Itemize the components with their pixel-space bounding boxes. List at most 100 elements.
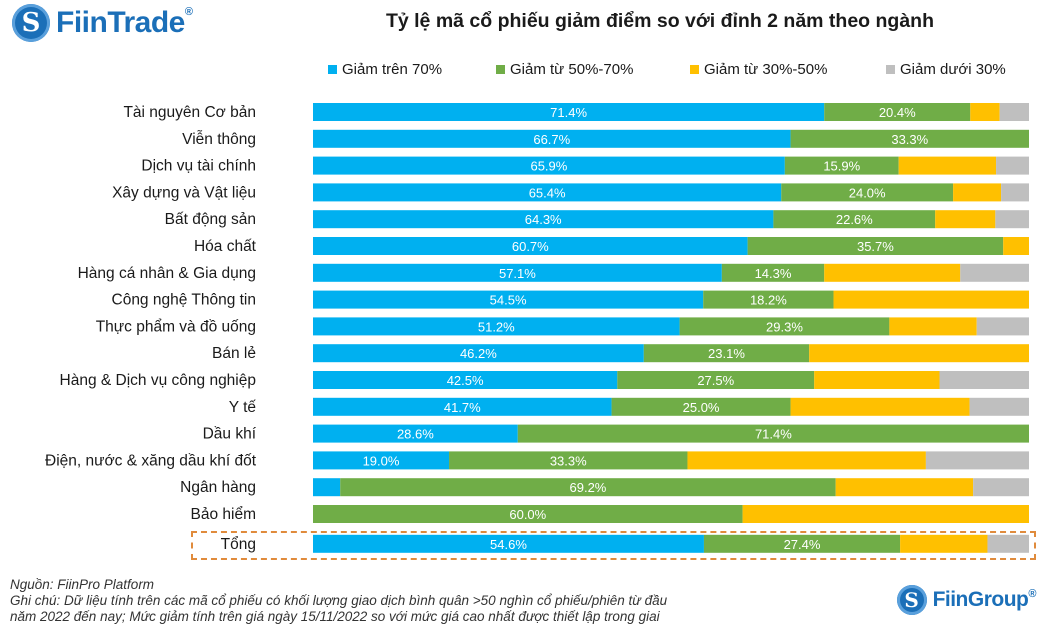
legend-swatch [690,65,699,74]
legend-swatch [328,65,337,74]
data-label: 27.5% [697,373,734,388]
data-label: 60.0% [509,507,546,522]
data-label: 65.9% [530,159,567,174]
data-label: 66.7% [533,132,570,147]
bar-segment [313,237,748,255]
data-label: 33.3% [550,453,587,468]
bar-segment [313,263,722,282]
bar-segment [995,210,1029,229]
bar-segment [970,103,1000,121]
category-label: Bán lẻ [212,345,256,362]
bar-segment [835,478,974,497]
legend-item-50-70: Giảm từ 50%-70% [496,61,633,78]
data-label: 22.6% [836,212,873,227]
chart-legend: Giảm trên 70% Giảm từ 50%-70% Giảm từ 30… [0,61,1050,81]
data-label: 42.5% [447,373,484,388]
fiintrade-logo-icon: S [12,4,50,42]
legend-label: Giảm từ 30%-50% [704,61,828,78]
category-label: Xây dựng và Vật liệu [112,184,256,201]
bar-segment [617,371,815,389]
bar-segment [742,505,1029,523]
category-label: Công nghệ Thông tin [112,292,257,309]
bar-segment [1001,183,1029,202]
legend-item-above-70: Giảm trên 70% [328,61,442,78]
methodology-note-line-2: năm 2022 đến nay; Mức giảm tính trên giá… [10,609,660,624]
fiintrade-logo: S FiinTrade® [12,4,193,42]
bar-segment [898,156,997,175]
legend-swatch [886,65,895,74]
bar-segment [517,424,1029,443]
category-label: Y tế [229,399,257,416]
data-label: 33.3% [891,132,928,147]
fiintrade-brand-text: FiinTrade® [56,6,193,39]
data-label: 54.5% [490,293,527,308]
bar-segment [313,478,341,497]
legend-label: Giảm dưới 30% [900,61,1006,78]
bar-segment [824,103,971,121]
data-label: 64.3% [525,212,562,227]
bar-segment [935,210,996,229]
bar-segment [824,263,961,282]
data-label: 60.7% [512,239,549,254]
category-label: Điện, nước & xăng dầu khí đốt [45,452,257,469]
data-label: 71.4% [550,105,587,120]
data-label: 14.3% [755,266,792,281]
category-label: Tài nguyên Cơ bản [123,104,256,121]
data-label: 25.0% [683,400,720,415]
fiingroup-logo-icon: S [896,585,927,615]
methodology-note-line-1: Ghi chú: Dữ liệu tính trên các mã cổ phi… [10,593,668,608]
data-label: 19.0% [363,453,400,468]
bar-segment [925,451,1029,470]
data-label: 18.2% [750,293,787,308]
fiingroup-logo: S FiinGroup® [896,585,1036,615]
data-label: 28.6% [397,427,434,442]
bar-segment [939,371,1029,389]
bar-segment [900,534,988,553]
data-label: 46.2% [460,346,497,361]
bar-segment [960,263,1029,282]
bar-segment [313,451,450,470]
category-label: Hàng & Dịch vụ công nghiệp [60,372,256,389]
bar-segment [313,129,791,148]
bar-segment [679,317,890,336]
bar-segment [889,317,977,336]
data-label: 24.0% [849,185,886,200]
bar-segment [996,156,1029,175]
category-label: Viễn thông [182,131,256,148]
category-label: Dịch vụ tài chính [141,158,256,175]
bar-segment [313,183,782,202]
bar-segment [313,344,644,363]
bar-segment [611,397,791,416]
bar-segment [643,344,810,363]
bar-segment [313,424,518,443]
bar-segment [703,534,901,553]
category-label: Dầu khí [203,426,257,443]
bar-segment [969,397,1029,416]
bar-segment [313,210,774,229]
bar-segment [773,210,936,229]
data-label: 20.4% [879,105,916,120]
data-label: 15.9% [823,159,860,174]
data-label: 29.3% [766,319,803,334]
bar-segment [703,290,834,309]
bar-segment [313,534,704,553]
bar-segment [987,534,1029,553]
bar-segment [1003,237,1029,255]
bar-segment [976,317,1029,336]
bar-segment [784,156,899,175]
data-label: 54.6% [490,537,527,552]
data-label: 41.7% [444,400,481,415]
bar-segment [313,505,743,523]
data-label: 51.2% [478,319,515,334]
bar-segment [973,478,1029,497]
chart-footer: Nguồn: FiinPro Platform Ghi chú: Dữ liệu… [10,577,667,625]
bar-segment [833,290,1029,309]
bar-segment [747,237,1004,255]
legend-item-below-30: Giảm dưới 30% [886,61,1006,78]
category-label: Bất động sản [165,211,256,228]
bar-segment [313,397,612,416]
bar-segment [790,129,1029,148]
bar-segment [999,103,1029,121]
data-label: 65.4% [529,185,566,200]
category-label: Bảo hiểm [191,506,256,523]
